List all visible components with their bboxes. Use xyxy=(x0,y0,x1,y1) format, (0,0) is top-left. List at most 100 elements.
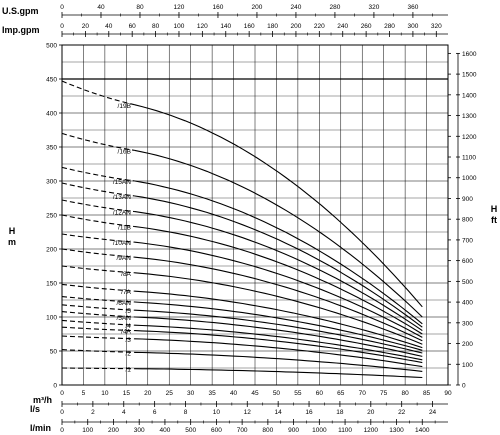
top-axis-1-tick-label: 360 xyxy=(407,4,418,11)
axes: 0501001502002503003504004505000100200300… xyxy=(46,4,477,434)
curve-solid xyxy=(134,226,423,335)
curve-dashed xyxy=(61,233,135,243)
top-axis-2-tick-label: 0 xyxy=(60,23,64,30)
bottom-axis-1-tick-label: 12 xyxy=(244,409,252,416)
curves xyxy=(61,80,423,379)
x-tick-label: 90 xyxy=(444,390,452,397)
y-tick-label: 450 xyxy=(46,77,57,84)
top-axis-2-tick-label: 80 xyxy=(152,23,160,30)
y-right-tick-label: 1300 xyxy=(462,113,477,120)
top-axis-1-label: U.S.gpm xyxy=(2,6,39,16)
y-tick-label: 0 xyxy=(53,383,57,390)
curve-dashed xyxy=(61,304,135,311)
curve-dashed xyxy=(61,283,135,292)
bottom-axis-1-tick-label: 14 xyxy=(275,409,283,416)
top-axis-2-tick-label: 240 xyxy=(337,23,348,30)
x-tick-label: 70 xyxy=(359,390,367,397)
curve-dashed xyxy=(61,248,135,258)
curve-solid xyxy=(134,368,423,379)
curve-label: /19B xyxy=(118,103,131,110)
curve-label: /5 xyxy=(125,308,131,315)
bottom-axis-1-tick-label: 0 xyxy=(60,409,64,416)
curve-label: /9AN xyxy=(116,255,131,262)
top-axis-1-tick-label: 160 xyxy=(213,4,224,11)
curve-solid xyxy=(134,309,423,354)
top-axis-2-tick-label: 140 xyxy=(220,23,231,30)
curve-label: /8A xyxy=(121,271,131,278)
curve-solid xyxy=(134,104,423,308)
curve-label: /10AN xyxy=(113,240,131,247)
bottom-axis-2-tick-label: 900 xyxy=(288,427,299,434)
curve-dashed xyxy=(61,311,135,318)
top-axis-2-tick-label: 300 xyxy=(407,23,418,30)
y-axis-right-label-line2: ft xyxy=(491,215,497,225)
bottom-axis-1-tick-label: 4 xyxy=(122,409,126,416)
y-right-tick-label: 0 xyxy=(462,383,466,390)
curve-label: /12AN xyxy=(113,210,131,217)
curve-label: /3 xyxy=(125,337,131,344)
y-tick-label: 300 xyxy=(46,179,57,186)
top-axis-2-tick-label: 180 xyxy=(267,23,278,30)
bottom-axis-1-tick-label: 6 xyxy=(153,409,157,416)
x-tick-label: 45 xyxy=(251,390,259,397)
curve-solid xyxy=(134,351,423,372)
top-axis-1-tick-label: 0 xyxy=(60,4,64,11)
y-right-tick-label: 400 xyxy=(462,300,473,307)
top-axis-1-tick-label: 280 xyxy=(329,4,340,11)
top-axis-2-tick-label: 100 xyxy=(174,23,185,30)
y-right-tick-label: 500 xyxy=(462,279,473,286)
bottom-axis-1-tick-label: 8 xyxy=(184,409,188,416)
x-tick-label: 0 xyxy=(60,390,64,397)
curve-label: /2 xyxy=(125,350,131,357)
top-axis-1-tick-label: 40 xyxy=(97,4,105,11)
bottom-axis-1-tick-label: 22 xyxy=(398,409,406,416)
curve-label: /5AN xyxy=(116,315,131,322)
top-axis-1-tick-label: 240 xyxy=(291,4,302,11)
x-tick-label: 60 xyxy=(316,390,324,397)
x-tick-label: 35 xyxy=(208,390,216,397)
bottom-axis-1-tick-label: 16 xyxy=(305,409,313,416)
top-axis-1-tick-label: 200 xyxy=(252,4,263,11)
y-right-tick-label: 1600 xyxy=(462,51,477,58)
y-right-tick-label: 800 xyxy=(462,217,473,224)
top-axis-2-tick-label: 60 xyxy=(129,23,137,30)
curve-dashed xyxy=(61,214,135,228)
top-axis-1-tick-label: 320 xyxy=(368,4,379,11)
curve-label: /1 xyxy=(125,367,131,374)
x-tick-label: 75 xyxy=(380,390,388,397)
y-right-tick-label: 900 xyxy=(462,196,473,203)
bottom-axis-2-tick-label: 200 xyxy=(108,427,119,434)
curve-label: /4 xyxy=(125,323,131,330)
y-axis-right-label-line1: H xyxy=(491,204,498,214)
curve-dashed xyxy=(61,199,135,213)
top-axis-2-tick-label: 120 xyxy=(197,23,208,30)
top-axis-2-tick-label: 220 xyxy=(314,23,325,30)
y-right-tick-label: 100 xyxy=(462,362,473,369)
y-right-tick-label: 1000 xyxy=(462,175,477,182)
top-axis-2-tick-label: 320 xyxy=(431,23,442,30)
x-tick-label: 10 xyxy=(101,390,109,397)
x-tick-label: 30 xyxy=(187,390,195,397)
x-tick-label: 65 xyxy=(337,390,345,397)
x-tick-label: 5 xyxy=(82,390,86,397)
y-tick-label: 100 xyxy=(46,315,57,322)
bottom-axis-2-tick-label: 1300 xyxy=(389,427,404,434)
y-tick-label: 400 xyxy=(46,111,57,118)
y-tick-label: 50 xyxy=(50,349,58,356)
bottom-axis-1-label: l/s xyxy=(30,404,40,414)
curve-solid xyxy=(134,241,423,338)
curve-solid xyxy=(134,338,423,368)
bottom-axis-1-tick-label: 18 xyxy=(336,409,344,416)
y-right-tick-label: 300 xyxy=(462,320,473,327)
curve-label: /16B xyxy=(118,148,131,155)
x-tick-label: 20 xyxy=(144,390,152,397)
bottom-axis-2-tick-label: 0 xyxy=(60,427,64,434)
curve-solid xyxy=(134,211,423,332)
x-tick-label: 80 xyxy=(401,390,409,397)
bottom-axis-2-tick-label: 1400 xyxy=(415,427,430,434)
bottom-axis-2-tick-label: 400 xyxy=(160,427,171,434)
x-tick-label: 25 xyxy=(166,390,174,397)
bottom-axis-2-tick-label: 300 xyxy=(134,427,145,434)
bottom-axis-1-tick-label: 10 xyxy=(213,409,221,416)
